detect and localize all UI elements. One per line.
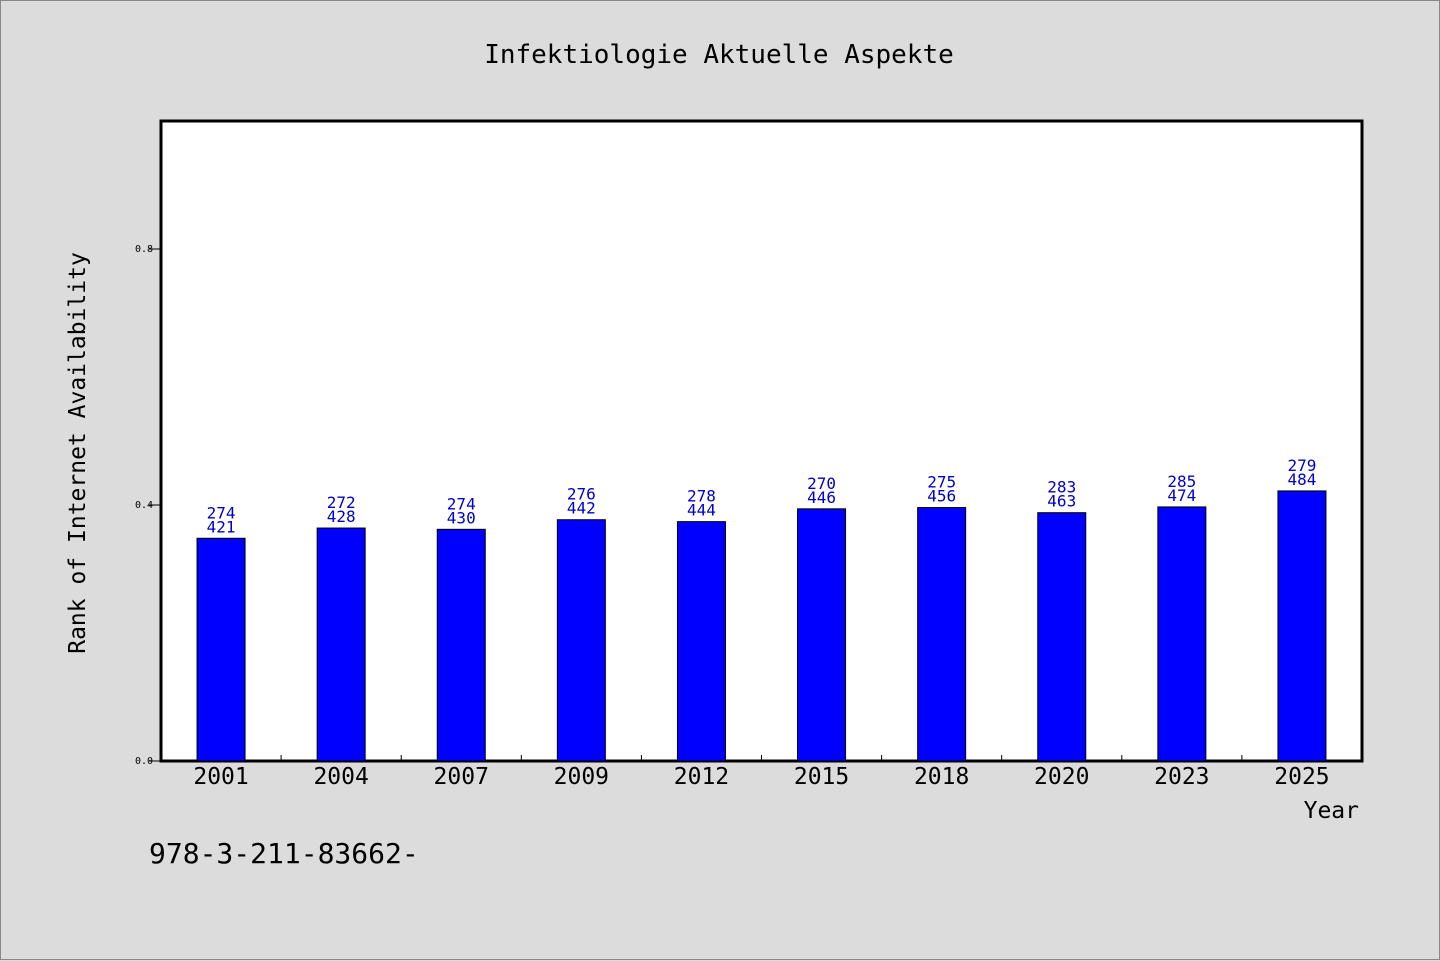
data-label-top-2018: 275: [927, 473, 956, 492]
data-label-top-2023: 285: [1167, 472, 1196, 491]
data-label-bottom-2015: 446: [807, 488, 836, 507]
bar-2023: [1157, 506, 1207, 762]
y-tick-label: 0.8: [135, 244, 153, 255]
y-tick-label: 0.4: [135, 500, 153, 511]
bar-2020: [1037, 512, 1087, 762]
x-axis-title: Year: [1304, 798, 1359, 824]
data-label-bottom-2004: 428: [327, 507, 356, 526]
x-tick-label-2009: 2009: [554, 764, 609, 790]
data-label-top-2025: 279: [1287, 456, 1316, 475]
y-axis-title: Rank of Internet Availability: [65, 252, 91, 654]
data-labels-group: 2744212724282744302764422784442704462754…: [207, 456, 1317, 536]
bar-2009: [556, 519, 606, 762]
bar-2018: [917, 507, 967, 762]
x-axis-ticks: 2001 2004 2007 2009 2012 2015 2018 2020 2023 2025: [193, 755, 1330, 790]
data-label-top-2004: 272: [327, 493, 356, 512]
bar-2015: [797, 508, 847, 762]
bar-2004: [316, 527, 366, 762]
data-label-bottom-2012: 444: [687, 501, 716, 520]
data-label-bottom-2018: 456: [927, 487, 956, 506]
data-label-bottom-2001: 421: [207, 517, 236, 536]
x-tick-label-2004: 2004: [313, 764, 368, 790]
data-label-top-2015: 270: [807, 474, 836, 493]
bar-2001: [196, 537, 246, 762]
footer-isbn: 978-3-211-83662-: [149, 837, 419, 870]
x-tick-label-2018: 2018: [914, 764, 969, 790]
x-tick-label-2001: 2001: [193, 764, 248, 790]
data-label-bottom-2009: 442: [567, 499, 596, 518]
bar-2025: [1277, 490, 1327, 762]
bar-2012: [676, 521, 726, 762]
data-label-bottom-2025: 484: [1287, 470, 1316, 489]
chart-title: Infektiologie Aktuelle Aspekte: [484, 40, 954, 70]
data-label-top-2020: 283: [1047, 478, 1076, 497]
x-tick-label-2007: 2007: [434, 764, 489, 790]
x-tick-label-2015: 2015: [794, 764, 849, 790]
data-label-bottom-2007: 430: [447, 508, 476, 527]
data-label-bottom-2023: 474: [1167, 486, 1196, 505]
data-label-top-2012: 278: [687, 487, 716, 506]
bar-2007: [436, 528, 486, 762]
data-label-top-2007: 274: [447, 494, 476, 513]
x-tick-label-2020: 2020: [1034, 764, 1089, 790]
data-label-top-2009: 276: [567, 485, 596, 504]
x-tick-label-2023: 2023: [1154, 764, 1209, 790]
data-label-top-2001: 274: [207, 503, 236, 522]
x-tick-label-2012: 2012: [674, 764, 729, 790]
bars-group: [196, 490, 1327, 762]
y-tick-label: 0.0: [135, 756, 153, 767]
x-tick-label-2025: 2025: [1274, 764, 1329, 790]
y-axis-ticks: 0.0 0.4 0.8: [135, 244, 161, 767]
data-label-bottom-2020: 463: [1047, 492, 1076, 511]
